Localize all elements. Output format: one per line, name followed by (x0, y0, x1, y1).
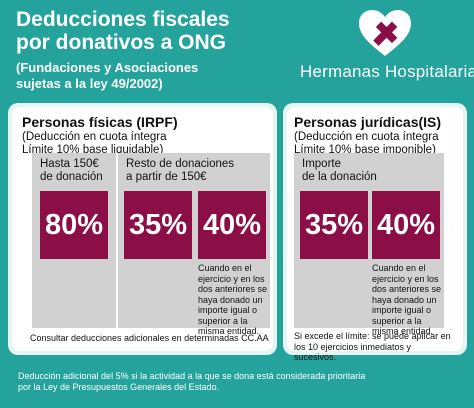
irpf-note-line-6: superior a la (198, 315, 248, 326)
irpf-column-1-label-line-1: Hasta 150€ (40, 158, 99, 170)
is-note-line-2: ejercicio y en los (372, 273, 439, 284)
is-column-label-line-2: de la donación (302, 171, 377, 183)
subtitle-line-1: (Fundaciones y Asociaciones (16, 60, 199, 75)
irpf-subtitle-line-1: (Deducción en cuota íntegra (22, 131, 167, 143)
is-footer-line-1: Si excede el límite: se puede aplicar en (294, 331, 451, 341)
is-note-line-4: haya donado un (372, 294, 437, 305)
is-note: Cuando en el ejercicio y en los dos ante… (372, 263, 446, 337)
is-note-line-1: Cuando en el (372, 263, 426, 273)
is-note-line-6: superior a la (372, 315, 422, 326)
is-title: Personas jurídicas(IS) (294, 114, 442, 130)
irpf-column-resto: Resto de donaciones a partir de 150€ 35%… (118, 153, 270, 336)
irpf-column-1-label: Hasta 150€ de donación (40, 158, 103, 184)
irpf-note-line-7: misma entidad. (198, 326, 260, 336)
is-column-importe: Importe de la donación 35% 40% Cuando en… (294, 153, 444, 336)
is-subtitle-line-1: (Deducción en cuota íntegra (294, 131, 439, 143)
irpf-pct-80: 80% (40, 191, 108, 259)
irpf-column-2-label: Resto de donaciones a partir de 150€ (126, 158, 234, 184)
irpf-card-body: Personas físicas (IRPF) (Deducción en cu… (12, 107, 273, 351)
irpf-note-line-3: dos anteriores se (198, 284, 268, 294)
bottom-note-line-2: por la Ley de Presupuestos Generales del… (18, 382, 220, 392)
bottom-note: Deducción adicional del 5% si la activid… (18, 371, 438, 393)
is-pct-40: 40% (372, 191, 440, 259)
irpf-card: Personas físicas (IRPF) (Deducción en cu… (8, 103, 277, 355)
is-note-line-7: misma entidad. (372, 326, 434, 336)
irpf-note-line-4: haya donado un (198, 294, 263, 305)
irpf-column-2-label-line-2: a partir de 150€ (126, 171, 207, 183)
is-column-label-line-1: Importe (302, 158, 341, 170)
irpf-footer: Consultar deducciones adicionales en det… (30, 333, 269, 343)
is-note-line-5: importe igual o (372, 305, 432, 315)
is-note-line-3: dos anteriores se (372, 284, 442, 294)
is-footer: Si excede el límite: se puede aplicar en… (294, 331, 460, 363)
irpf-column-1-label-line-2: de donación (40, 171, 103, 183)
bottom-note-line-1: Deducción adicional del 5% si la activid… (18, 371, 366, 381)
page-title: Deducciones fiscales por donativos a ONG (16, 8, 286, 54)
irpf-note: Cuando en el ejercicio y en los dos ante… (198, 263, 272, 337)
irpf-note-line-2: ejercicio y en los (198, 273, 265, 284)
irpf-column-hasta-150: Hasta 150€ de donación 80% (32, 153, 116, 328)
heart-cross-logo-icon (359, 10, 411, 56)
irpf-column-2-label-line-1: Resto de donaciones (126, 158, 235, 170)
irpf-pct-40: 40% (198, 191, 266, 259)
irpf-note-line-1: Cuando en el (198, 263, 252, 273)
is-column-label: Importe de la donación (302, 158, 377, 184)
brand-name: Hermanas Hospitalarias (300, 62, 474, 81)
subtitle-line-2: sujetas a la ley 49/2002) (16, 76, 163, 91)
irpf-pct-35: 35% (124, 191, 192, 259)
is-pct-35: 35% (300, 191, 368, 259)
title-line-1: Deducciones fiscales (16, 8, 230, 31)
is-footer-line-3: sucesivos. (294, 352, 337, 362)
irpf-title: Personas físicas (IRPF) (22, 114, 178, 130)
is-card: Personas jurídicas(IS) (Deducción en cuo… (283, 103, 467, 362)
irpf-note-line-5: importe igual o (198, 305, 258, 315)
is-card-body: Personas jurídicas(IS) (Deducción en cuo… (287, 107, 463, 362)
title-line-2: por donativos a ONG (16, 31, 227, 54)
is-footer-line-2: los 10 ejercicios inmediatos y (294, 341, 412, 352)
brand-logo: Hermanas Hospitalarias (300, 8, 474, 88)
page-subtitle: (Fundaciones y Asociaciones sujetas a la… (16, 60, 296, 92)
